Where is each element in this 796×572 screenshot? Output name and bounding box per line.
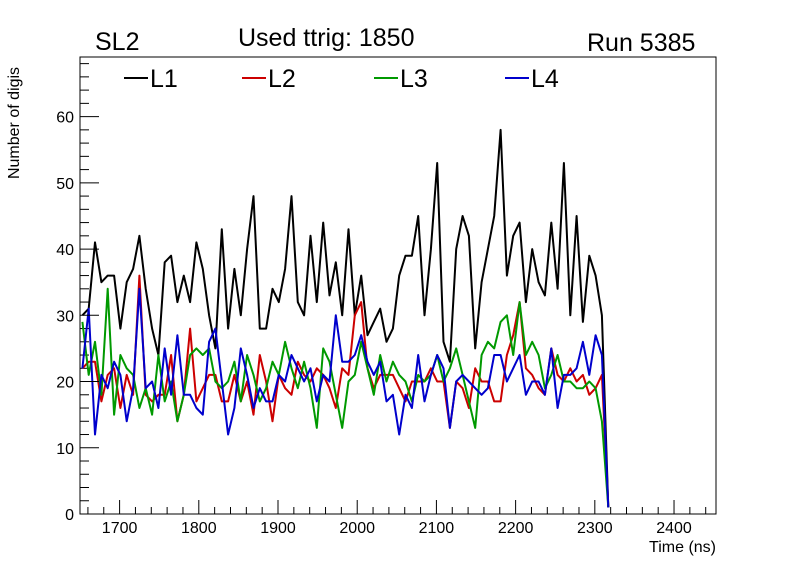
y-tick-label: 20 (56, 375, 74, 392)
chart-title: Used ttrig: 1850 (238, 24, 415, 52)
minor-ticks (80, 63, 707, 514)
x-tick-label: 1900 (260, 520, 296, 537)
legend-label-l4: L4 (531, 65, 559, 93)
y-axis-label: Number of digis (6, 67, 23, 179)
y-tick-label: 60 (56, 110, 74, 127)
y-tick-label: 10 (56, 441, 74, 458)
series-layer (81, 128, 610, 508)
y-tick-label: 30 (56, 308, 74, 325)
y-tick-label: 50 (56, 176, 74, 193)
legend-label-l2: L2 (268, 65, 296, 93)
plot-frame (79, 56, 717, 515)
x-tick-label: 2300 (577, 520, 613, 537)
x-tick-label: 2100 (419, 520, 455, 537)
series-line-l1 (81, 128, 610, 508)
x-tick-label: 2400 (656, 520, 692, 537)
x-axis-label: Time (ns) (649, 539, 716, 556)
superlayer-label: SL2 (95, 28, 140, 56)
x-tick-label: 1700 (102, 520, 138, 537)
y-axis: 0 10 20 30 40 50 60 (56, 110, 99, 524)
run-label: Run 5385 (587, 29, 696, 57)
legend: L1 L2 L3 L4 (124, 65, 559, 93)
series-line-l4 (81, 287, 610, 508)
y-tick-label: 0 (65, 507, 74, 524)
x-tick-label: 2000 (339, 520, 375, 537)
x-tick-label: 2200 (498, 520, 534, 537)
x-axis: 1700 1800 1900 2000 2100 2200 2300 2400 (102, 500, 692, 537)
x-tick-label: 1800 (181, 520, 217, 537)
y-tick-label: 40 (56, 242, 74, 259)
legend-label-l1: L1 (150, 65, 178, 93)
legend-label-l3: L3 (400, 65, 428, 93)
